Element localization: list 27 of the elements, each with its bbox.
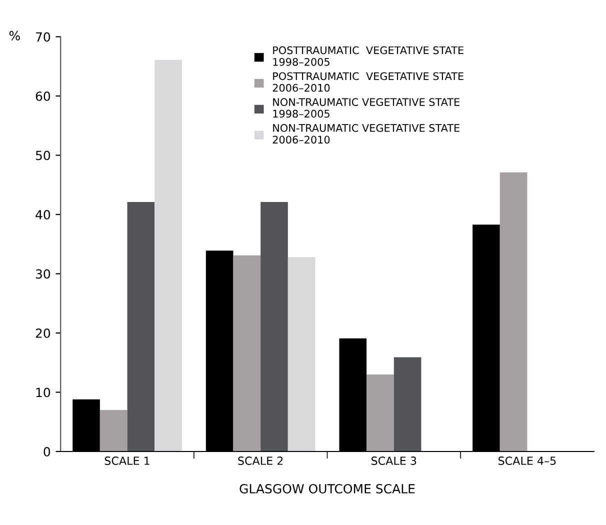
legend-label: NON-TRAUMATIC VEGETATIVE STATE 1998–2005 — [273, 98, 460, 118]
x-tick-label: SCALE 2 — [238, 456, 283, 465]
bar — [288, 257, 316, 452]
bar — [154, 60, 182, 452]
y-tick-label: 0 — [44, 446, 50, 456]
x-tick-label: SCALE 1 — [104, 456, 150, 465]
legend-label: NON-TRAUMATIC VEGETATIVE STATE 2006–2010 — [272, 124, 460, 144]
bar — [100, 410, 128, 452]
y-tick-label: 70 — [36, 32, 50, 42]
y-tick-label: 30 — [36, 269, 50, 279]
y-tick-label: 20 — [36, 328, 50, 338]
x-tick-label: SCALE 4–5 — [498, 456, 556, 465]
y-tick-label: 10 — [36, 388, 50, 398]
y-axis-title: % — [9, 30, 20, 40]
x-tick-label: SCALE 3 — [372, 456, 416, 465]
bar — [127, 202, 155, 452]
bar — [233, 255, 261, 452]
bar — [394, 357, 422, 452]
bar — [260, 202, 288, 452]
y-tick-label: 40 — [36, 210, 50, 220]
legend-label: POSTTRAUMATIC VEGETATIVE STATE 1998–2005 — [273, 46, 464, 66]
y-tick-label: 60 — [36, 91, 50, 101]
y-tick-label: 50 — [36, 150, 50, 160]
legend-label: POSTTRAUMATIC VEGETATIVE STATE 2006–2010 — [272, 72, 464, 92]
x-axis-title: GLASGOW OUTCOME SCALE — [240, 484, 415, 494]
bar — [366, 374, 394, 452]
bar — [500, 172, 528, 452]
